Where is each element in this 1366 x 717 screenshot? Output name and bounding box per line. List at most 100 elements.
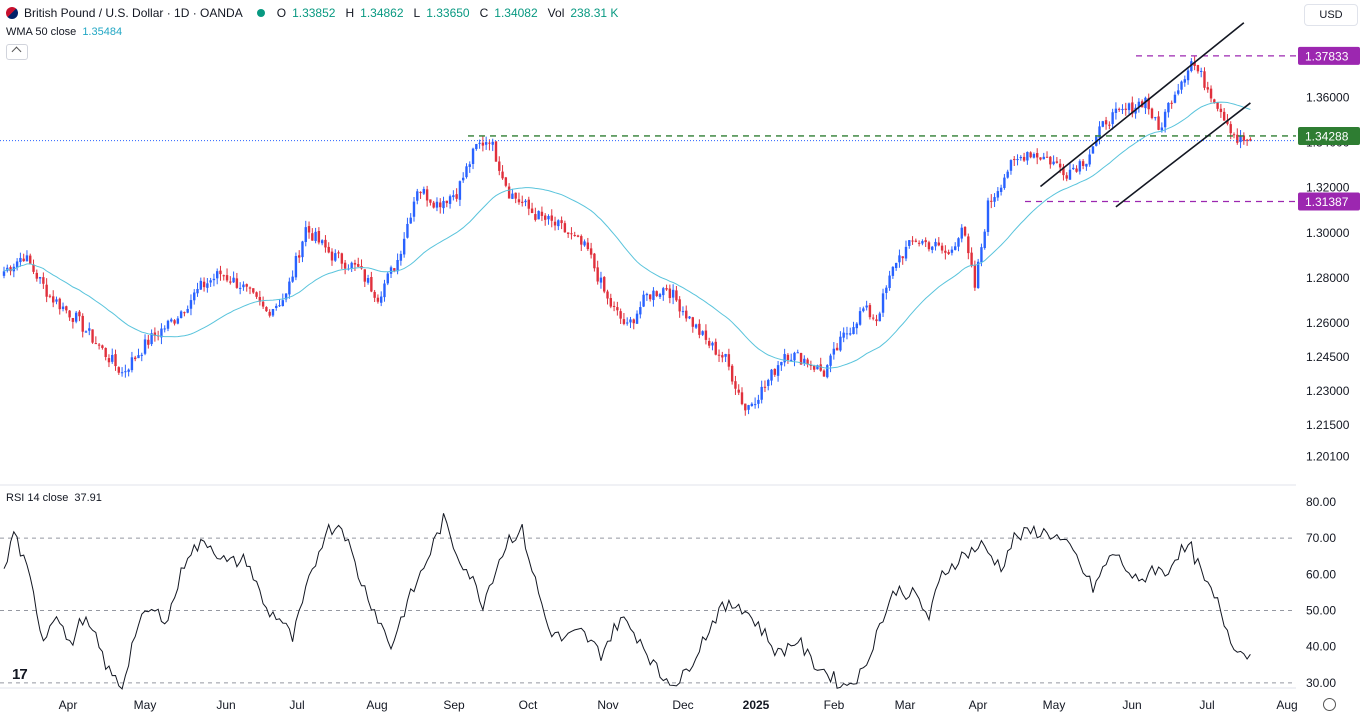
candle-body bbox=[137, 355, 140, 359]
candle-body bbox=[68, 310, 71, 318]
candle-body bbox=[1203, 71, 1206, 88]
x-tick-label: Jun bbox=[216, 698, 235, 712]
x-tick-label: Aug bbox=[1276, 698, 1297, 712]
currency-button[interactable]: USD bbox=[1304, 4, 1358, 26]
candle-body bbox=[222, 275, 225, 277]
level-price-label: 1.31387 bbox=[1305, 195, 1349, 209]
level-price-label: 1.37833 bbox=[1305, 49, 1349, 63]
candle-body bbox=[206, 283, 209, 288]
candle-body bbox=[494, 141, 498, 162]
candle-body bbox=[35, 272, 38, 279]
candle-body bbox=[694, 324, 698, 328]
candle-body bbox=[576, 235, 580, 237]
candle-body bbox=[511, 193, 514, 199]
candle-body bbox=[471, 148, 475, 164]
gbp-flag-icon bbox=[6, 7, 18, 19]
candle-body bbox=[445, 200, 448, 204]
candle-body bbox=[143, 339, 147, 354]
tradingview-logo[interactable]: 17 bbox=[12, 666, 28, 683]
candle-body bbox=[921, 241, 924, 244]
candle-body bbox=[462, 177, 465, 181]
candle-body bbox=[603, 277, 606, 292]
candle-body bbox=[1183, 79, 1186, 83]
close-value: 1.34082 bbox=[494, 6, 538, 20]
candle-body bbox=[317, 230, 321, 243]
candle-body bbox=[668, 288, 672, 299]
symbol-title[interactable]: British Pound / U.S. Dollar · 1D · OANDA bbox=[24, 6, 243, 20]
candle-body bbox=[48, 295, 52, 297]
candle-body bbox=[1150, 108, 1154, 119]
candle-body bbox=[225, 275, 229, 281]
candle-body bbox=[1249, 139, 1252, 141]
rsi-tick-label: 70.00 bbox=[1306, 531, 1336, 545]
candle-body bbox=[1072, 167, 1075, 170]
candle-body bbox=[252, 288, 255, 293]
candle-body bbox=[1049, 156, 1052, 165]
collapse-legend-button[interactable] bbox=[6, 44, 28, 60]
candle-body bbox=[993, 197, 996, 202]
candle-body bbox=[1075, 168, 1078, 172]
candle-body bbox=[530, 208, 534, 213]
gear-icon[interactable] bbox=[1323, 698, 1336, 711]
candle-body bbox=[189, 300, 193, 309]
candle-body bbox=[380, 296, 383, 303]
candle-body bbox=[117, 367, 120, 373]
candle-body bbox=[721, 355, 724, 358]
wma-legend[interactable]: WMA 50 close 1.35484 bbox=[6, 26, 122, 38]
candle-body bbox=[1160, 127, 1164, 131]
candle-body bbox=[658, 294, 662, 297]
wma-label: WMA 50 close bbox=[6, 26, 77, 38]
candle-body bbox=[888, 275, 891, 288]
candle-body bbox=[527, 199, 530, 209]
candle-body bbox=[872, 317, 875, 319]
candle-body bbox=[219, 270, 222, 275]
candle-body bbox=[973, 264, 977, 288]
candle-body bbox=[547, 216, 550, 220]
candle-body bbox=[475, 144, 478, 150]
candle-body bbox=[822, 370, 826, 377]
candle-body bbox=[685, 310, 688, 319]
x-tick-label: Sep bbox=[443, 698, 465, 712]
candle-body bbox=[229, 281, 232, 283]
candle-body bbox=[858, 311, 862, 325]
candle-body bbox=[1180, 81, 1183, 90]
high-value: 1.34862 bbox=[360, 6, 404, 20]
candle-body bbox=[409, 217, 412, 224]
candle-body bbox=[937, 242, 940, 246]
candle-body bbox=[258, 296, 262, 302]
candle-body bbox=[163, 328, 166, 330]
candle-body bbox=[507, 186, 511, 199]
candle-body bbox=[9, 267, 12, 272]
candle-body bbox=[901, 256, 904, 259]
candle-body bbox=[1186, 70, 1190, 81]
candle-body bbox=[196, 288, 199, 294]
candle-body bbox=[52, 296, 55, 303]
candle-body bbox=[717, 354, 721, 356]
candle-body bbox=[1114, 108, 1118, 113]
candle-body bbox=[452, 195, 455, 198]
candle-body bbox=[74, 312, 78, 322]
candle-body bbox=[255, 292, 258, 297]
candle-body bbox=[393, 268, 396, 271]
candle-body bbox=[563, 223, 567, 233]
rsi-label: RSI 14 close bbox=[6, 492, 69, 504]
volume-value: 238.31 K bbox=[570, 6, 619, 20]
candle-body bbox=[399, 253, 403, 261]
candle-body bbox=[560, 220, 563, 224]
candle-body bbox=[439, 202, 442, 208]
candle-body bbox=[455, 194, 458, 199]
rsi-legend[interactable]: RSI 14 close 37.91 bbox=[6, 492, 102, 504]
candle-body bbox=[691, 317, 694, 327]
candle-body bbox=[701, 331, 704, 335]
candle-body bbox=[406, 223, 409, 238]
candle-body bbox=[416, 191, 419, 201]
candle-body bbox=[179, 311, 183, 319]
candle-body bbox=[626, 322, 629, 324]
candle-body bbox=[140, 354, 143, 356]
candle-body bbox=[1242, 135, 1246, 141]
candle-body bbox=[465, 166, 468, 178]
candle-body bbox=[894, 262, 898, 268]
candle-body bbox=[849, 333, 852, 335]
x-tick-label: Feb bbox=[824, 698, 845, 712]
